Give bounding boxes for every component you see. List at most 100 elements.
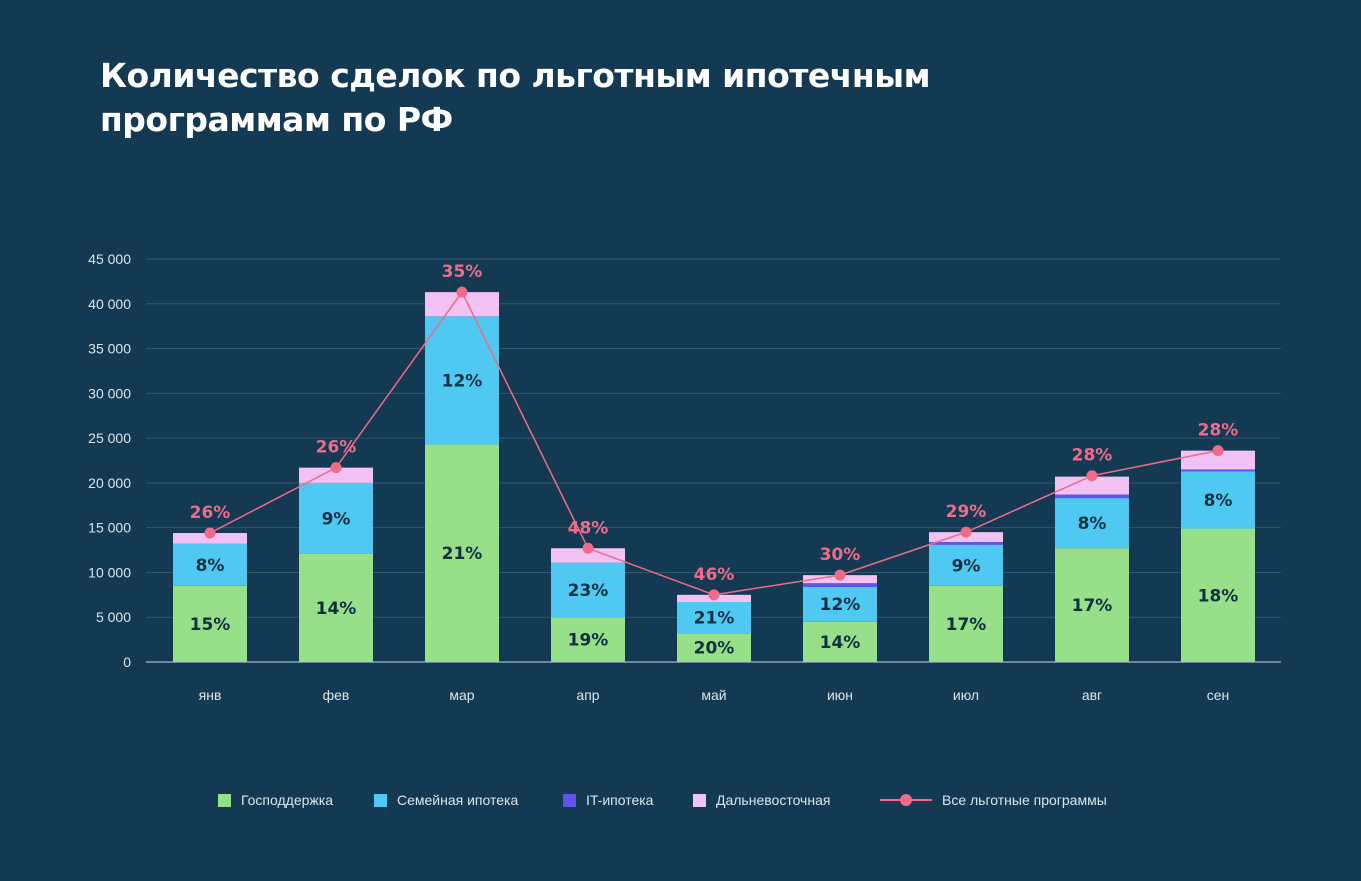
legend-swatch <box>693 793 706 807</box>
line-point <box>456 286 468 298</box>
y-tick-label: 20 000 <box>88 475 131 491</box>
bar-value-label: 17% <box>1072 596 1113 616</box>
x-tick-label: фев <box>323 687 350 703</box>
bar-value-label: 23% <box>568 581 609 601</box>
bar-segment <box>929 544 1003 586</box>
bar-value-label: 12% <box>820 595 861 615</box>
x-tick-label: май <box>701 687 726 703</box>
bar-value-label: 8% <box>196 556 225 576</box>
line-series: 26% 26% 35% 48% 46% 30% 29% 28% 28% <box>190 262 1239 601</box>
chart-title-line-2: программам по РФ <box>100 100 453 139</box>
bar-value-label: 8% <box>1078 514 1107 534</box>
x-tick-label: июн <box>827 687 853 703</box>
bar-segment <box>551 548 625 563</box>
bar-segment <box>551 562 625 618</box>
y-tick-label: 0 <box>123 654 131 670</box>
y-tick-label: 10 000 <box>88 564 131 580</box>
legend-label: Дальневосточная <box>716 792 831 808</box>
bar-value-label: 19% <box>568 631 609 651</box>
bar-segment <box>299 467 373 483</box>
x-tick-label: янв <box>199 687 222 703</box>
bar-segment <box>551 617 625 662</box>
bar-value-label: 14% <box>820 633 861 653</box>
line-value-label: 29% <box>946 502 987 522</box>
line-point <box>1086 470 1098 482</box>
bar-segment <box>299 482 373 554</box>
bars <box>173 292 1255 662</box>
bar-value-label: 8% <box>1204 491 1233 511</box>
y-tick-label: 15 000 <box>88 520 131 536</box>
bar-value-label: 12% <box>442 371 483 391</box>
legend-label: Семейная ипотека <box>397 792 519 808</box>
x-tick-label: апр <box>576 687 599 703</box>
legend-item-all[interactable]: Все льготные программы <box>880 792 1107 808</box>
line-point <box>834 569 846 581</box>
bar-segment <box>173 585 247 662</box>
x-tick-label: сен <box>1207 687 1230 703</box>
line-point <box>1212 445 1224 457</box>
legend-item-dalnevostochnaya[interactable]: Дальневосточная <box>693 792 830 808</box>
legend-item-gospodderzhka[interactable]: Господдержка <box>218 792 333 808</box>
line-value-label: 26% <box>190 503 231 523</box>
legend-swatch <box>563 793 576 807</box>
x-tick-label: мар <box>449 687 474 703</box>
bar-segment <box>1181 528 1255 662</box>
line-value-label: 28% <box>1072 446 1113 466</box>
x-tick-label: июл <box>953 687 979 703</box>
bar-segment <box>803 621 877 662</box>
bar-segment <box>1181 471 1255 529</box>
legend-item-it[interactable]: IT-ипотека <box>563 792 653 808</box>
line-value-label: 28% <box>1198 421 1239 441</box>
y-tick-label: 40 000 <box>88 296 131 312</box>
bar-value-label: 9% <box>952 556 981 576</box>
legend-line-marker <box>880 794 932 806</box>
legend-swatch <box>218 793 231 807</box>
bar-segment <box>929 585 1003 662</box>
y-tick-label: 35 000 <box>88 341 131 357</box>
bar-segment <box>677 601 751 634</box>
x-tick-label: авг <box>1082 687 1102 703</box>
line-point <box>960 526 972 538</box>
bar-value-label: 15% <box>190 615 231 635</box>
legend-label: IT-ипотека <box>586 792 654 808</box>
legend-label: Господдержка <box>241 792 333 808</box>
bar-segment <box>173 543 247 586</box>
y-tick-label: 45 000 <box>88 251 131 267</box>
bar-labels: 15% 8% 14% 9% 21% 12% 19% 23% 20% 21% 14% 12% 17% 9% 1… <box>190 371 1239 658</box>
legend-item-semeynaya[interactable]: Семейная ипотека <box>374 792 518 808</box>
bar-value-label: 17% <box>946 615 987 635</box>
line-value-label: 35% <box>442 262 483 282</box>
bar-segment <box>425 444 499 662</box>
x-axis-ticks: янв фев мар апр май июн июл авг сен <box>199 687 1230 703</box>
line-value-label: 46% <box>694 565 735 585</box>
bar-value-label: 20% <box>694 639 735 659</box>
bar-segment <box>929 541 1003 545</box>
bar-segment <box>677 633 751 662</box>
bar-value-label: 9% <box>322 509 351 529</box>
bar-segment <box>1181 469 1255 472</box>
y-axis-ticks: 0 5 000 10 000 15 000 20 000 25 000 30 000 35 0… <box>88 251 131 670</box>
line-value-label: 48% <box>568 518 609 538</box>
bar-value-label: 18% <box>1198 586 1239 606</box>
bar-segment <box>1055 476 1129 495</box>
chart-title: Количество сделок по льготным ипотечным … <box>100 54 1000 142</box>
bar-segment <box>1055 494 1129 499</box>
bar-segment <box>1181 450 1255 470</box>
chart-title-line-1: Количество сделок по льготным ипотечным <box>100 56 931 95</box>
line-point <box>204 527 216 539</box>
legend-swatch <box>374 793 387 807</box>
y-tick-label: 25 000 <box>88 430 131 446</box>
bar-segment <box>425 316 499 445</box>
bar-segment <box>299 553 373 662</box>
line-value-label: 26% <box>316 438 357 458</box>
line-point <box>708 589 720 601</box>
line-point <box>330 462 342 474</box>
bar-segment <box>1055 498 1129 549</box>
line-value-label: 30% <box>820 545 861 565</box>
y-tick-label: 30 000 <box>88 385 131 401</box>
bar-segment <box>1055 548 1129 662</box>
legend-label: Все льготные программы <box>942 792 1107 808</box>
bar-segment <box>803 586 877 622</box>
bar-value-label: 21% <box>442 544 483 564</box>
